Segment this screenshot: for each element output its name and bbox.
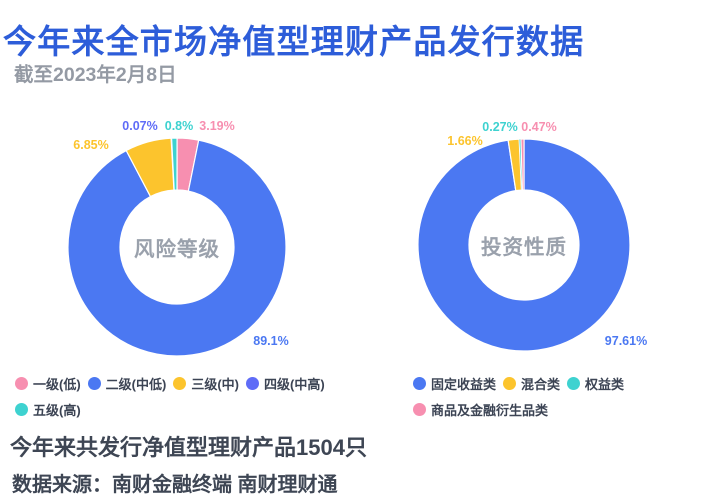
legend-dot	[413, 403, 426, 416]
legend-item-商品及金融衍生品类[interactable]: 商品及金融衍生品类	[413, 400, 548, 419]
legend-label: 混合类	[521, 377, 561, 392]
footer-summary: 今年来共发行净值型理财产品1504只	[10, 435, 367, 460]
legend-label: 权益类	[585, 377, 625, 392]
legend-dot	[413, 377, 426, 390]
percent-label-商品及金融衍生品类: 0.47%	[521, 120, 557, 134]
legend-dot	[246, 377, 260, 390]
legend-item-四级(中高)[interactable]: 四级(中高)	[246, 374, 325, 393]
percent-label-权益类: 0.27%	[482, 120, 518, 134]
percent-label-四级(中高): 0.07%	[122, 119, 158, 133]
legend-label: 固定收益类	[431, 377, 497, 392]
donut-slice-五级(高)	[170, 137, 178, 191]
page-subtitle: 截至2023年2月8日	[14, 64, 177, 86]
legend-label: 一级(低)	[33, 377, 81, 392]
left-chart-center-label: 风险等级	[134, 238, 220, 261]
right-chart-center-label: 投资性质	[481, 236, 567, 259]
legend-item-三级(中)[interactable]: 三级(中)	[173, 374, 239, 393]
legend-dot	[503, 377, 517, 390]
legend-item-混合类[interactable]: 混合类	[503, 374, 560, 393]
donut-slice-固定收益类	[417, 138, 631, 352]
legend-dot	[15, 377, 28, 390]
footer-source: 数据来源：南财金融终端 南财理财通	[12, 474, 338, 496]
legend-dot	[567, 377, 581, 390]
legend-item-固定收益类[interactable]: 固定收益类	[413, 374, 496, 393]
donut-slice-商品及金融衍生品类	[520, 138, 525, 191]
legend-item-二级(中低)[interactable]: 二级(中低)	[87, 374, 167, 393]
right-chart-legend: 固定收益类 混合类 权益类商品及金融衍生品类	[413, 374, 702, 419]
percent-label-一级(低): 3.19%	[199, 119, 235, 133]
percent-label-三级(中): 6.85%	[73, 138, 109, 152]
legend-dot	[87, 377, 101, 390]
percent-label-二级(中低): 89.1%	[253, 334, 289, 348]
page-title: 今年来全市场净值型理财产品发行数据	[3, 23, 585, 60]
legend-label: 商品及金融衍生品类	[431, 403, 549, 418]
percent-label-固定收益类: 97.61%	[604, 334, 648, 348]
donut-slice-二级(中低)	[67, 139, 287, 357]
legend-dot	[15, 403, 28, 416]
legend-label: 五级(高)	[33, 403, 81, 418]
percent-label-五级(高): 0.8%	[164, 119, 194, 133]
legend-item-权益类[interactable]: 权益类	[567, 374, 624, 393]
legend-item-五级(高)[interactable]: 五级(高)	[15, 400, 81, 419]
left-chart-legend: 一级(低) 二级(中低) 三级(中) 四级(中高) 五级(高)	[15, 374, 363, 419]
legend-dot	[173, 377, 187, 390]
legend-label: 二级(中低)	[105, 377, 167, 392]
percent-label-混合类: 1.66%	[447, 134, 483, 148]
legend-label: 四级(中高)	[264, 377, 325, 392]
legend-item-一级(低)[interactable]: 一级(低)	[15, 374, 81, 393]
legend-label: 三级(中)	[191, 377, 240, 392]
